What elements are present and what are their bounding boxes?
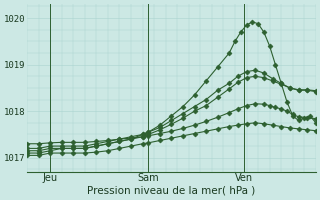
- X-axis label: Pression niveau de la mer( hPa ): Pression niveau de la mer( hPa ): [87, 186, 256, 196]
